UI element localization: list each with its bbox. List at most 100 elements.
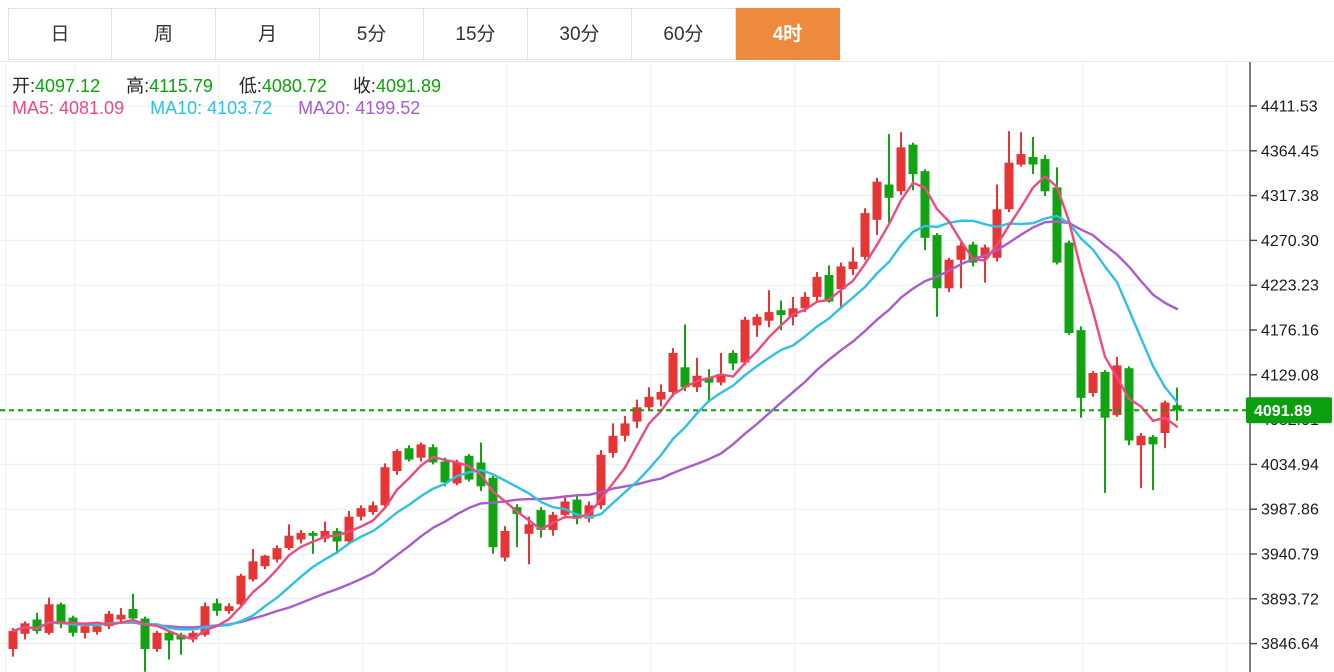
candle-body xyxy=(944,259,954,289)
y-axis-tick-label: 4411.53 xyxy=(1261,99,1318,116)
candle-body xyxy=(740,319,750,363)
candle-body xyxy=(1004,162,1014,210)
ohlc-item: 开:4097.12 xyxy=(12,72,100,98)
candle-body xyxy=(80,626,90,633)
candle-body xyxy=(44,604,54,633)
candle-body xyxy=(416,444,426,458)
candle-body xyxy=(716,373,726,383)
candle-body xyxy=(836,266,846,290)
candle-body xyxy=(644,396,654,408)
candle-body xyxy=(128,609,138,619)
ohlc-legend: 开:4097.12 高:4115.79 低:4080.72 收:4091.89 xyxy=(12,72,441,98)
candle-body xyxy=(20,623,30,634)
tab-5min[interactable]: 5分 xyxy=(320,8,424,60)
candle-body xyxy=(1148,436,1158,445)
candle-body xyxy=(1124,368,1134,441)
y-axis-tick-label: 4034.94 xyxy=(1261,457,1319,474)
ohlc-item-label: 开: xyxy=(12,76,36,96)
candle-body xyxy=(92,626,102,632)
candle-body xyxy=(488,477,498,548)
candlestick-chart[interactable]: 4411.53 4364.45 4317.38 4270.30 4223.23 4176.… xyxy=(0,62,1334,672)
candle-body xyxy=(248,561,258,580)
candle-body xyxy=(848,261,858,270)
candle-body xyxy=(776,310,786,315)
y-axis-tick-label: 4223.23 xyxy=(1261,278,1319,295)
ma10-line xyxy=(11,214,1179,633)
candle-body xyxy=(704,377,714,383)
candle-body xyxy=(800,296,810,309)
candle-body xyxy=(572,499,582,519)
ohlc-item-label: 高: xyxy=(126,76,150,96)
candle-body xyxy=(224,606,234,611)
candle-body xyxy=(1112,365,1122,415)
candle-body xyxy=(1076,330,1086,398)
candle-body xyxy=(104,613,114,627)
candle-body xyxy=(752,316,762,326)
candle-body xyxy=(1052,187,1062,263)
candle-body xyxy=(932,235,942,289)
candle-body xyxy=(1028,156,1038,165)
candle-body xyxy=(668,353,678,392)
candle-body xyxy=(1040,158,1050,192)
ohlc-item-value: 4115.79 xyxy=(149,76,213,96)
tab-30min[interactable]: 30分 xyxy=(528,8,632,60)
candle-body xyxy=(824,275,834,302)
candle-body xyxy=(1064,242,1074,333)
candle-body xyxy=(680,367,690,388)
candle-body xyxy=(140,618,150,649)
candle-body xyxy=(872,181,882,220)
candle-body xyxy=(320,531,330,539)
candle-body xyxy=(884,184,894,198)
ma-item-ma20: MA20: 4199.52 xyxy=(298,98,421,118)
tab-week[interactable]: 周 xyxy=(112,8,216,60)
y-axis-tick-label: 4317.38 xyxy=(1261,188,1319,205)
y-axis-tick-label: 3893.72 xyxy=(1261,591,1319,608)
candle-body xyxy=(236,575,246,605)
candle-body xyxy=(356,508,366,517)
candle-body xyxy=(308,532,318,536)
ohlc-item-label: 低: xyxy=(238,76,262,96)
candle-body xyxy=(56,604,66,625)
tab-month[interactable]: 月 xyxy=(216,8,320,60)
candle-body xyxy=(428,447,438,463)
candle-body xyxy=(188,632,198,640)
candle-body xyxy=(296,532,306,540)
ma-item-ma5: MA5: 4081.09 xyxy=(12,98,125,118)
candle-body xyxy=(8,630,18,649)
candle-body xyxy=(620,423,630,436)
ohlc-item: 高:4115.79 xyxy=(126,72,213,98)
candle-body xyxy=(632,407,642,422)
tab-day[interactable]: 日 xyxy=(8,8,112,60)
candle-body xyxy=(272,548,282,560)
tab-4hour[interactable]: 4时 xyxy=(736,8,840,60)
candle-body xyxy=(764,312,774,321)
ma5-line xyxy=(11,175,1179,641)
candle-body xyxy=(32,619,42,631)
candle-body xyxy=(380,467,390,506)
ma-legend: MA5: 4081.09 MA10: 4103.72 MA20: 4199.52 xyxy=(12,98,420,119)
ma-item-ma10: MA10: 4103.72 xyxy=(150,98,273,118)
candle-body xyxy=(152,632,162,649)
ohlc-item-value: 4080.72 xyxy=(261,76,327,96)
candle-body xyxy=(584,505,594,519)
tabbar-underline xyxy=(0,61,1334,62)
tab-15min[interactable]: 15分 xyxy=(424,8,528,60)
ohlc-item-value: 4097.12 xyxy=(35,76,101,96)
ohlc-item-value: 4091.89 xyxy=(375,76,442,96)
candle-body xyxy=(980,247,990,258)
y-axis-tick-label: 4270.30 xyxy=(1261,233,1319,250)
y-axis-tick-label: 4129.08 xyxy=(1261,367,1319,384)
candle-body xyxy=(164,632,174,641)
candle-body xyxy=(284,535,294,549)
candle-body xyxy=(344,516,354,542)
ma20-line xyxy=(11,220,1179,633)
chart-area[interactable]: 开:4097.12 高:4115.79 低:4080.72 收:4091.89 MA5… xyxy=(0,62,1334,672)
ohlc-item: 低:4080.72 xyxy=(239,72,327,98)
tab-60min[interactable]: 60分 xyxy=(632,8,736,60)
y-axis-tick-label: 3846.64 xyxy=(1261,636,1319,653)
candle-body xyxy=(524,524,534,534)
candle-body xyxy=(1016,154,1026,165)
y-axis-tick-label: 4364.45 xyxy=(1261,143,1319,160)
ohlc-item: 收:4091.89 xyxy=(353,72,441,98)
candle-body xyxy=(116,614,126,620)
